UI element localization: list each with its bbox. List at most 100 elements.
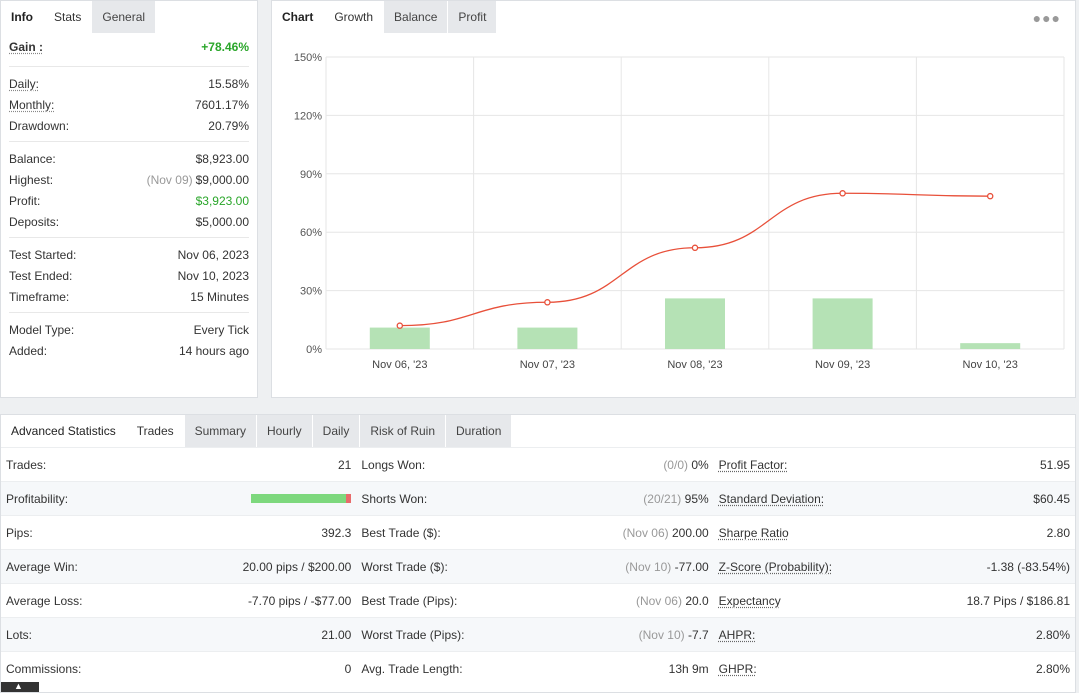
caret-up-icon: ▲: [14, 681, 23, 691]
cell-label: Average Loss:: [6, 593, 83, 608]
stat-row: Daily: 15.58%: [9, 73, 249, 94]
divider: [9, 237, 249, 238]
stat-value: $5,000.00: [195, 214, 249, 229]
gain-value: +78.46%: [201, 40, 249, 54]
stat-value: Nov 06, 2023: [177, 247, 249, 262]
x-tick-label: Nov 06, '23: [372, 359, 427, 371]
table-cell: Z-Score (Probability): -1.38 (-83.54%): [714, 550, 1075, 583]
table-cell: Expectancy 18.7 Pips / $186.81: [714, 584, 1075, 617]
cell-value: 13h 9m: [668, 661, 709, 676]
tab-risk-of-ruin[interactable]: Risk of Ruin: [360, 415, 447, 447]
tab-trades[interactable]: Trades: [126, 415, 185, 447]
growth-chart: 0% 30% 60% 90% 120% 150% Nov 06, '23 Nov 07, '2…: [294, 52, 1065, 371]
stat-row: Highest: (Nov 09) $9,000.00: [9, 169, 249, 190]
cell-value-date: (Nov 10): [638, 627, 688, 642]
tab-chart[interactable]: Chart: [272, 1, 325, 33]
cell-value-date: (Nov 10): [625, 559, 675, 574]
table-cell: GHPR: 2.80%: [714, 652, 1075, 685]
tab-advanced-statistics[interactable]: Advanced Statistics: [1, 415, 127, 447]
y-tick-label: 90%: [300, 169, 322, 181]
stat-label: Timeframe:: [9, 289, 70, 304]
growth-bar: [665, 298, 725, 349]
stat-label: Test Ended:: [9, 268, 73, 283]
table-cell: AHPR: 2.80%: [714, 618, 1075, 651]
stat-value: 15 Minutes: [190, 289, 249, 304]
tab-duration[interactable]: Duration: [446, 415, 513, 447]
chart-tabbar: Chart Growth Balance Profit: [272, 1, 1075, 33]
cell-value: 392.3: [321, 525, 352, 540]
cell-label[interactable]: GHPR:: [718, 661, 757, 676]
x-tick-label: Nov 07, '23: [520, 359, 575, 371]
stat-label: Added:: [9, 343, 48, 358]
cell-label: Longs Won:: [361, 457, 426, 472]
stat-row: Test Ended: Nov 10, 2023: [9, 265, 249, 286]
cell-label[interactable]: AHPR:: [718, 627, 756, 642]
tab-growth[interactable]: Growth: [324, 1, 385, 33]
table-row: Average Loss: -7.70 pips / -$77.00 Best Tr…: [1, 583, 1075, 617]
stat-label: Deposits:: [9, 214, 60, 229]
table-cell: Average Loss: -7.70 pips / -$77.00: [1, 584, 356, 617]
cell-value: 2.80%: [1035, 661, 1070, 676]
cell-label[interactable]: Sharpe Ratio: [718, 525, 789, 540]
cell-label: Avg. Trade Length:: [361, 661, 463, 676]
more-dots-icon[interactable]: ●●●: [1032, 10, 1061, 26]
cell-value: 2.80%: [1035, 627, 1070, 642]
divider: [9, 141, 249, 142]
stat-value-date: (Nov 09): [146, 172, 193, 187]
cell-value: -7.70 pips / -$77.00: [247, 593, 352, 608]
growth-point: [839, 190, 846, 197]
table-cell: Profitability:: [1, 482, 356, 515]
cell-label: Pips:: [6, 525, 33, 540]
tab-stats[interactable]: Stats: [44, 1, 93, 33]
stat-row: Balance: $8,923.00: [9, 148, 249, 169]
profitability-bar: [251, 494, 352, 503]
cell-value: 18.7 Pips / $186.81: [966, 593, 1070, 608]
tab-info[interactable]: Info: [1, 1, 44, 33]
cell-label: Shorts Won:: [361, 491, 428, 506]
scroll-top-button[interactable]: ▲: [1, 681, 39, 692]
stat-row: Profit: $3,923.00: [9, 190, 249, 211]
gain-row: Gain : +78.46%: [9, 33, 249, 61]
growth-point: [396, 322, 404, 329]
cell-label: Commissions:: [6, 661, 82, 676]
cell-value: (Nov 06) 20.0: [635, 593, 709, 608]
cell-value-date: (0/0): [663, 457, 692, 472]
stat-label[interactable]: Monthly:: [9, 97, 55, 112]
cell-label: Best Trade ($):: [361, 525, 441, 540]
tab-balance[interactable]: Balance: [384, 1, 449, 33]
tab-profit[interactable]: Profit: [448, 1, 498, 33]
table-cell: Shorts Won: (20/21) 95%: [356, 482, 713, 515]
cell-label[interactable]: Z-Score (Probability):: [718, 559, 833, 574]
table-cell: Worst Trade ($): (Nov 10) -77.00: [356, 550, 713, 583]
stat-row: Test Started: Nov 06, 2023: [9, 244, 249, 265]
y-tick-label: 0%: [306, 344, 322, 356]
table-cell: Sharpe Ratio 2.80: [714, 516, 1075, 549]
stat-row: Added: 14 hours ago: [9, 340, 249, 361]
table-cell: Standard Deviation: $60.45: [714, 482, 1075, 515]
stat-label[interactable]: Daily:: [9, 76, 40, 91]
cell-label[interactable]: Profit Factor:: [718, 457, 788, 472]
x-tick-label: Nov 08, '23: [667, 359, 722, 371]
chart-panel: Chart Growth Balance Profit ●●● 0% 30% 60%…: [271, 0, 1076, 398]
tab-general[interactable]: General: [92, 1, 157, 33]
stat-label: Test Started:: [9, 247, 77, 262]
stat-row: Drawdown: 20.79%: [9, 115, 249, 136]
cell-label: Trades:: [6, 457, 47, 472]
gain-label[interactable]: Gain :: [9, 40, 44, 54]
divider: [9, 66, 249, 67]
tab-summary[interactable]: Summary: [184, 415, 257, 447]
cell-value: 2.80: [1046, 525, 1070, 540]
cell-value: (Nov 06) 200.00: [622, 525, 709, 540]
table-cell: Worst Trade (Pips): (Nov 10) -7.7: [356, 618, 713, 651]
table-cell: Pips: 392.3: [1, 516, 356, 549]
table-cell: Best Trade (Pips): (Nov 06) 20.0: [356, 584, 713, 617]
table-cell: Lots: 21.00: [1, 618, 356, 651]
tab-hourly[interactable]: Hourly: [256, 415, 313, 447]
y-tick-label: 120%: [294, 110, 322, 122]
stat-row: Timeframe: 15 Minutes: [9, 286, 249, 307]
tab-daily[interactable]: Daily: [312, 415, 361, 447]
cell-label[interactable]: Standard Deviation:: [718, 491, 825, 506]
cell-label[interactable]: Expectancy: [718, 593, 781, 608]
table-cell: Longs Won: (0/0) 0%: [356, 448, 713, 481]
table-row: Trades: 21 Longs Won: (0/0) 0% Profit Factor…: [1, 447, 1075, 481]
